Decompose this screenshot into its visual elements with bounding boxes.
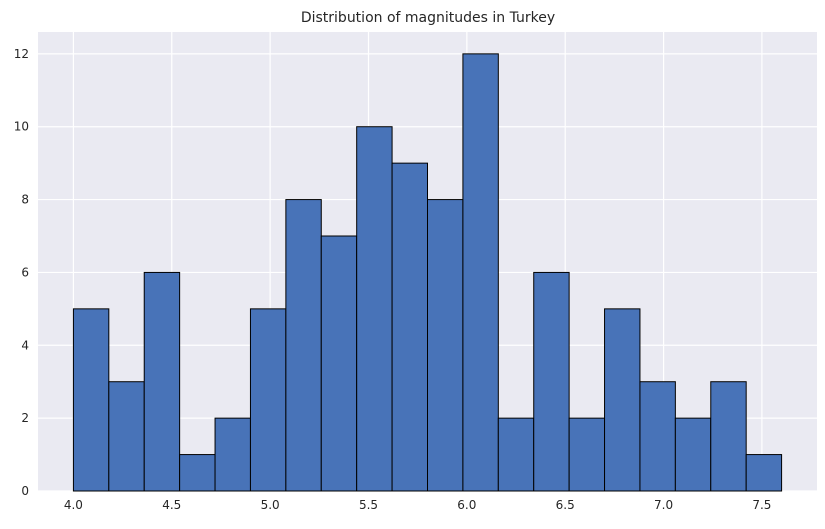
x-tick-label: 7.5 [752,498,771,512]
x-tick-label: 4.5 [162,498,181,512]
histogram-bar [143,271,181,492]
x-tick-label: 5.5 [359,498,378,512]
y-axis-ticks: 0 2 4 6 8 10 12 [14,47,29,498]
y-tick-label: 8 [21,193,29,207]
histogram-bar [427,199,464,492]
histogram-bar [249,308,287,492]
histogram-bar [462,53,499,492]
histogram-bar [72,308,110,492]
bars [72,53,783,492]
histogram-bar [710,381,747,492]
histogram-bar [214,417,251,492]
x-tick-label: 7.0 [654,498,673,512]
histogram-bar [497,417,535,492]
x-tick-label: 6.0 [457,498,476,512]
histogram-bar [285,199,322,492]
y-tick-label: 12 [14,47,29,61]
histogram-bar [533,271,570,492]
chart-title: Distribution of magnitudes in Turkey [301,10,555,26]
x-axis-ticks: 4.0 4.5 5.0 5.5 6.0 6.5 7.0 7.5 [64,498,772,512]
y-tick-label: 4 [21,338,29,352]
x-tick-label: 4.0 [64,498,83,512]
histogram-bar [674,417,712,492]
histogram-bar [604,308,641,492]
histogram-bar [356,126,393,492]
y-tick-label: 10 [14,120,29,134]
histogram-bar [745,454,783,492]
y-tick-label: 2 [21,411,29,425]
histogram-bar [108,381,145,492]
histogram-bar [568,417,606,492]
y-tick-label: 6 [21,265,29,279]
histogram-bar [639,381,676,492]
histogram-bar [320,235,358,492]
x-tick-label: 6.5 [556,498,575,512]
histogram-bar [391,162,429,492]
y-tick-label: 0 [21,484,29,498]
histogram-bar [179,454,216,492]
x-tick-label: 5.0 [261,498,280,512]
